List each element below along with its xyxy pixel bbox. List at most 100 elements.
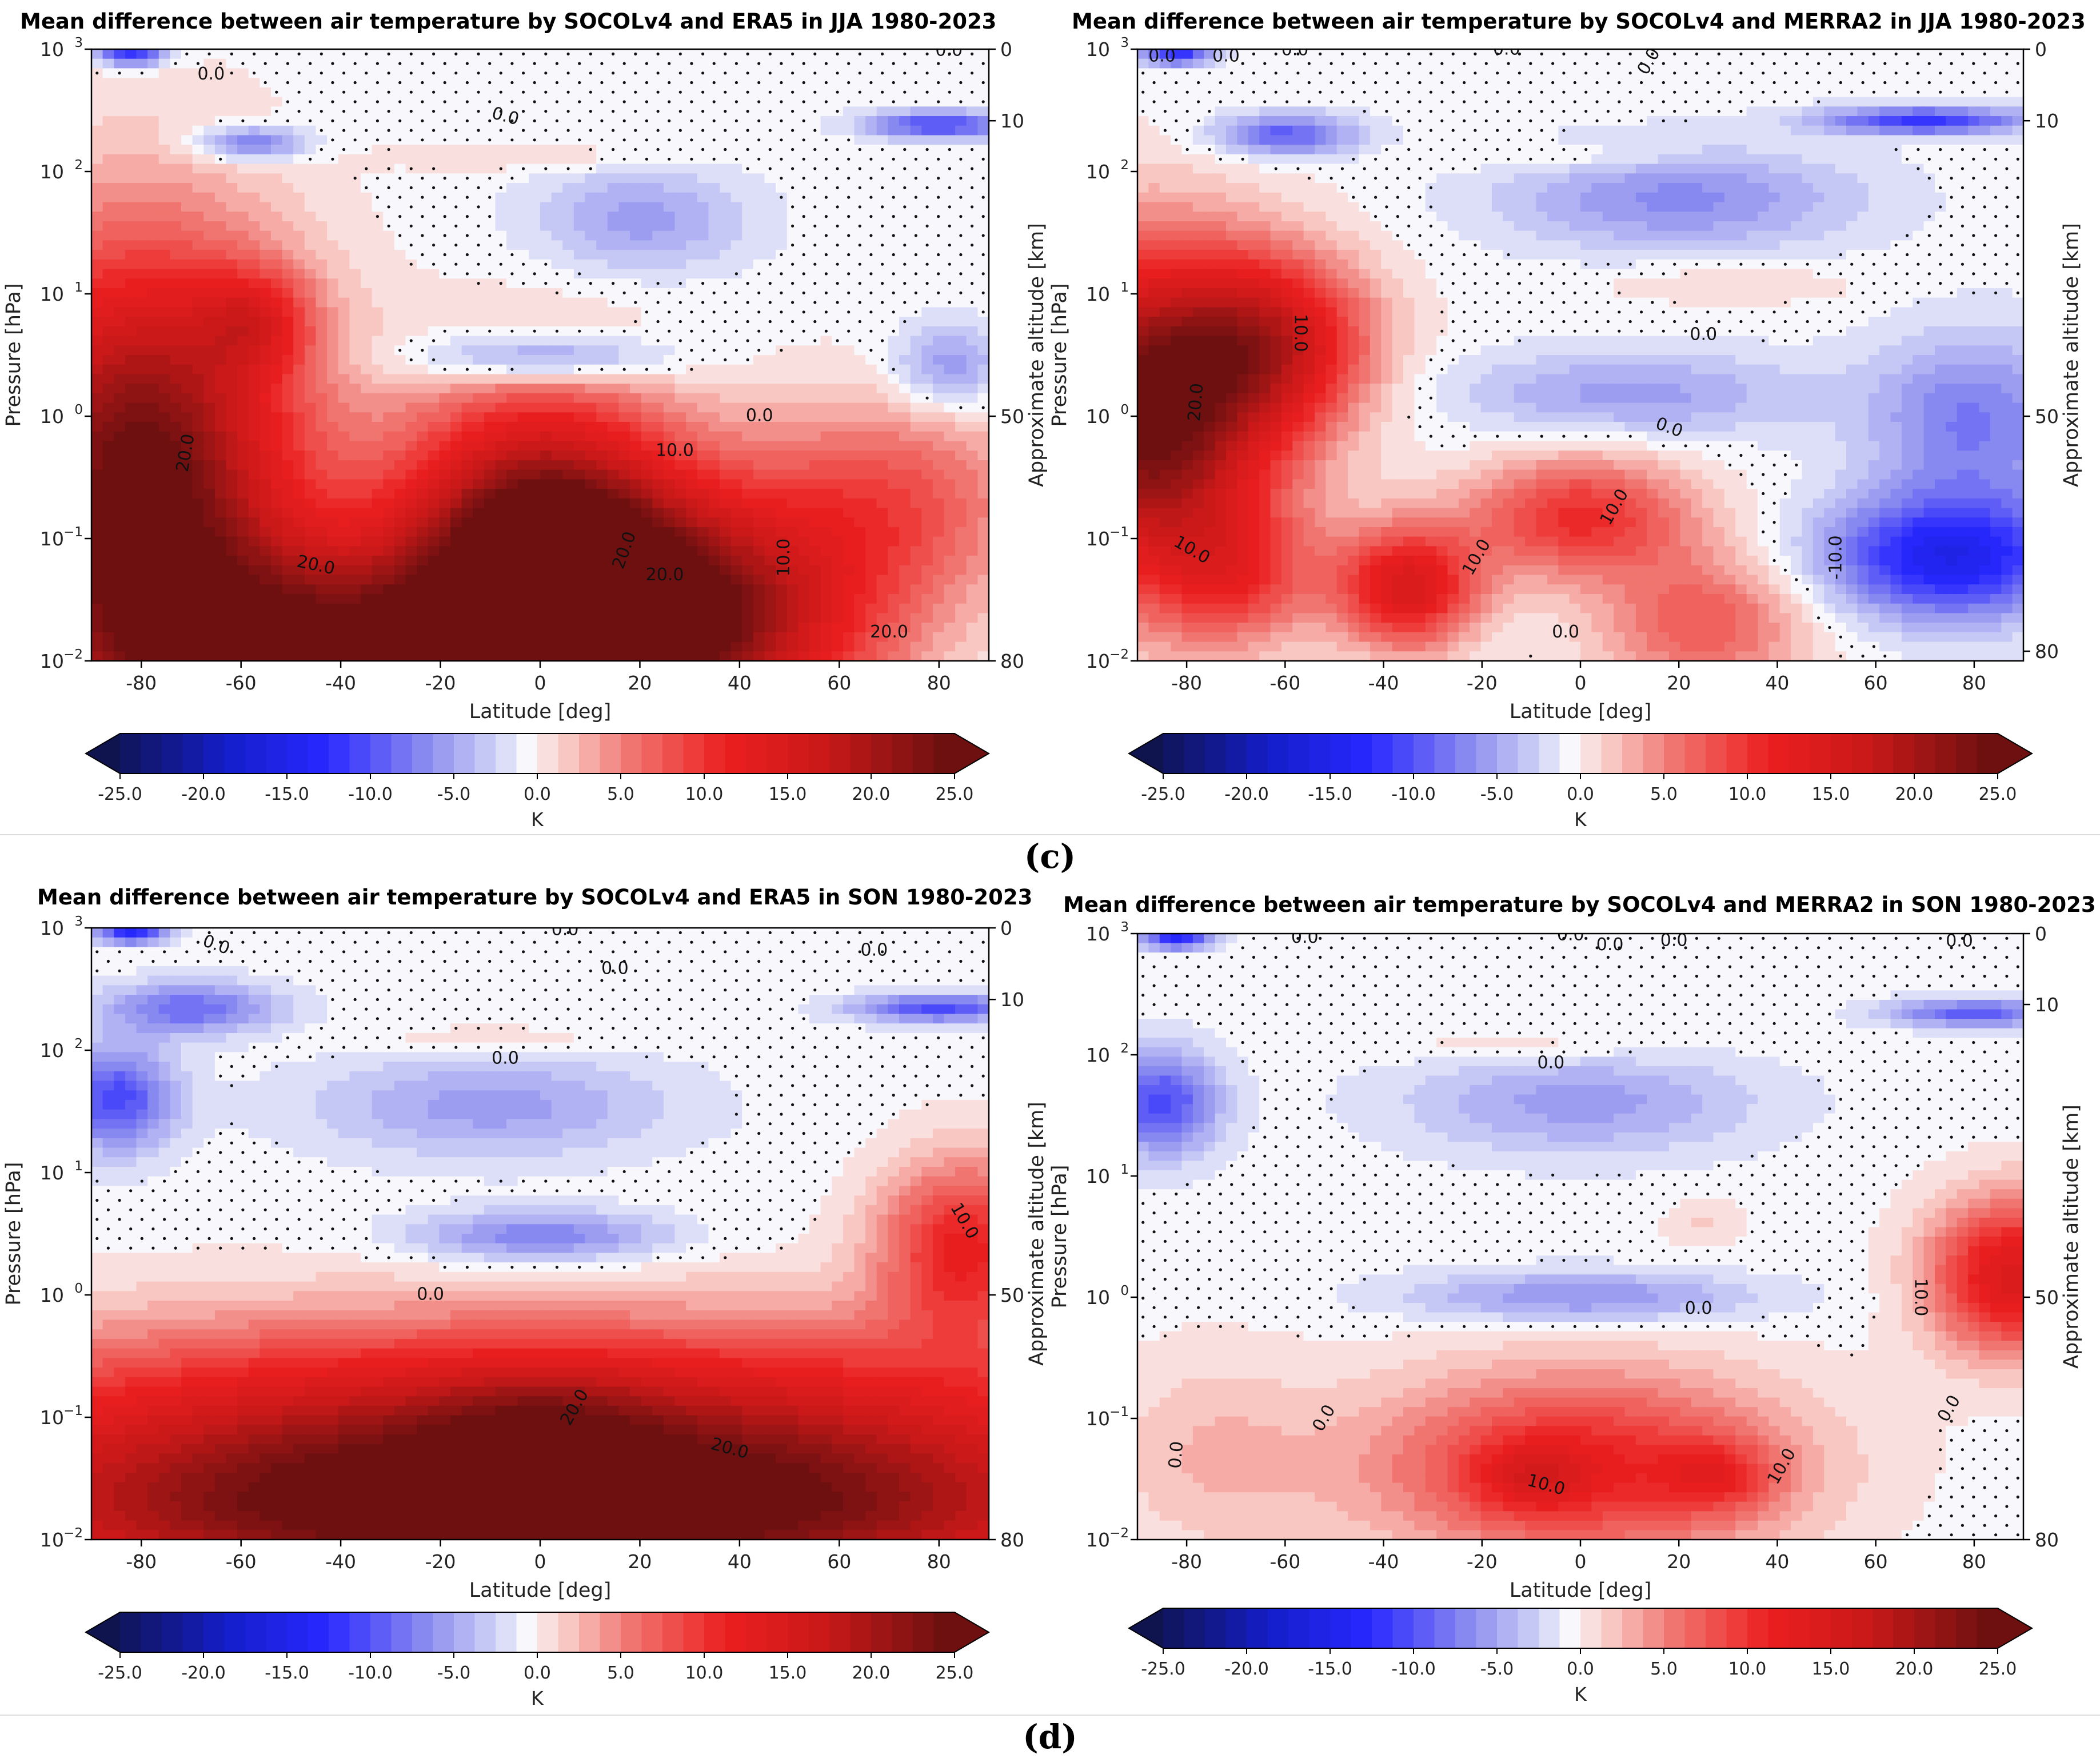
heatmap-cell <box>910 49 923 59</box>
heatmap-cell <box>114 154 126 165</box>
heatmap-cell <box>865 422 877 432</box>
heatmap-cell <box>506 183 518 193</box>
heatmap-cell <box>641 269 653 280</box>
heatmap-cell <box>854 135 866 145</box>
heatmap-cell <box>921 623 933 633</box>
heatmap-cell <box>899 154 911 165</box>
heatmap-cell <box>394 565 406 576</box>
heatmap-cell <box>730 125 743 136</box>
heatmap-cell <box>327 374 339 384</box>
heatmap-cell <box>102 78 115 88</box>
heatmap-cell <box>977 527 989 537</box>
heatmap-cell <box>742 584 754 595</box>
heatmap-cell <box>327 49 339 59</box>
heatmap-cell <box>551 556 564 566</box>
heatmap-cell <box>316 508 328 519</box>
heatmap-cell <box>439 297 451 308</box>
heatmap-cell <box>327 422 339 432</box>
heatmap-cell <box>551 278 564 289</box>
heatmap-cell <box>832 154 844 165</box>
heatmap-cell <box>461 336 474 346</box>
heatmap-cell <box>832 451 844 461</box>
heatmap-cell <box>832 623 844 633</box>
heatmap-cell <box>618 451 630 461</box>
heatmap-cell <box>170 192 182 203</box>
heatmap-cell <box>932 412 945 422</box>
heatmap-cell <box>394 517 406 528</box>
heatmap-cell <box>450 364 462 375</box>
heatmap-cell <box>125 469 137 480</box>
heatmap-cell <box>854 412 866 422</box>
heatmap-cell <box>854 556 866 566</box>
heatmap-cell <box>708 192 720 203</box>
heatmap-cell <box>764 565 776 576</box>
heatmap-cell <box>226 355 238 365</box>
heatmap-cell <box>102 154 115 165</box>
heatmap-cell <box>730 575 743 585</box>
heatmap-cell <box>114 164 126 174</box>
heatmap-cell <box>529 556 541 566</box>
heatmap-cell <box>147 536 159 547</box>
heatmap-cell <box>944 393 956 404</box>
heatmap-cell <box>730 565 743 576</box>
heatmap-cell <box>630 632 642 643</box>
heatmap-cell <box>506 345 518 356</box>
heatmap-cell <box>439 575 451 585</box>
heatmap-cell <box>361 221 373 232</box>
heatmap-cell <box>899 58 911 69</box>
heatmap-cell <box>259 384 272 394</box>
heatmap-cell <box>282 613 294 623</box>
heatmap-cell <box>506 546 518 556</box>
heatmap-cell <box>147 345 159 356</box>
heatmap-cell <box>899 345 911 356</box>
heatmap-cell <box>102 393 115 404</box>
heatmap-cell <box>170 145 182 155</box>
heatmap-cell <box>573 345 586 356</box>
heatmap-cell <box>607 393 620 404</box>
heatmap-cell <box>618 441 630 451</box>
heatmap-cell <box>876 546 889 556</box>
heatmap-cell <box>102 297 115 308</box>
heatmap-cell <box>293 125 305 136</box>
heatmap-cell <box>708 451 720 461</box>
heatmap-cell <box>708 212 720 222</box>
heatmap-cell <box>506 469 518 480</box>
heatmap-cell <box>955 479 967 489</box>
heatmap-cell <box>910 135 923 145</box>
heatmap-cell <box>226 479 238 489</box>
heatmap-cell <box>394 106 406 117</box>
heatmap-cell <box>607 431 620 442</box>
heatmap-cell <box>114 326 126 337</box>
heatmap-cell <box>271 451 283 461</box>
heatmap-cell <box>776 489 788 499</box>
heatmap-cell <box>248 460 261 471</box>
heatmap-cell <box>517 307 530 317</box>
heatmap-cell <box>237 613 249 623</box>
heatmap-cell <box>136 78 148 88</box>
heatmap-cell <box>484 565 496 576</box>
heatmap-cell <box>114 125 126 136</box>
heatmap-cell <box>730 384 743 394</box>
heatmap-cell <box>259 536 272 547</box>
heatmap-cell <box>461 460 474 471</box>
heatmap-cell <box>147 451 159 461</box>
heatmap-cell <box>473 402 485 413</box>
heatmap-cell <box>742 97 754 107</box>
heatmap-cell <box>114 87 126 98</box>
heatmap-cell <box>158 441 171 451</box>
heatmap-cell <box>316 460 328 471</box>
heatmap-cell <box>843 384 855 394</box>
heatmap-cell <box>102 575 115 585</box>
heatmap-cell <box>136 374 148 384</box>
heatmap-cell <box>540 145 552 155</box>
heatmap-cell <box>102 374 115 384</box>
heatmap-cell <box>439 355 451 365</box>
heatmap-cell <box>158 422 171 432</box>
heatmap-cell <box>674 154 686 165</box>
heatmap-cell <box>955 431 967 442</box>
heatmap-cell <box>776 479 788 489</box>
heatmap-cell <box>529 250 541 260</box>
heatmap-cell <box>237 87 249 98</box>
heatmap-cell <box>585 221 597 232</box>
heatmap-cell <box>327 307 339 317</box>
